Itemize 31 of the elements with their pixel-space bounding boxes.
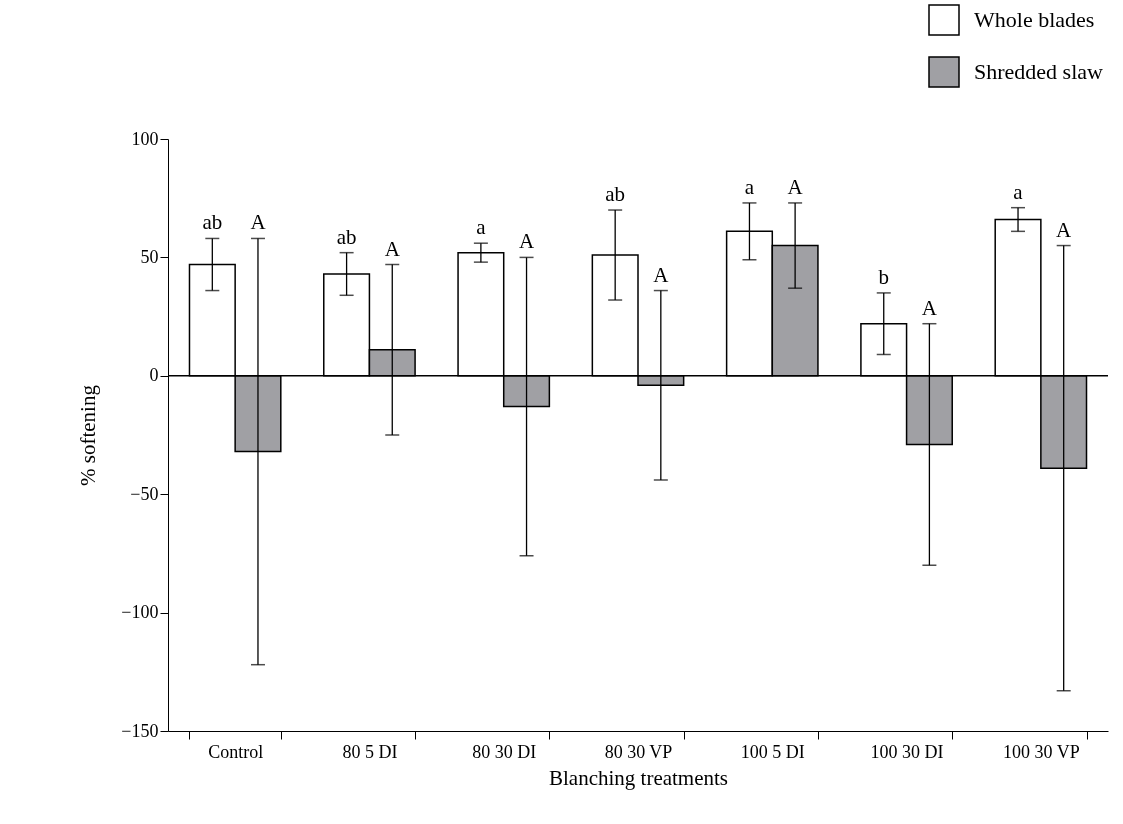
x-axis-title: Blanching treatments bbox=[548, 765, 729, 790]
annotation: b bbox=[878, 264, 889, 289]
x-tick-label: 80 30 VP bbox=[604, 741, 673, 762]
y-axis-title: % softening bbox=[76, 384, 101, 486]
annotation: A bbox=[653, 262, 670, 287]
annotation: A bbox=[384, 236, 401, 261]
x-tick-label: 100 30 VP bbox=[1003, 741, 1080, 762]
legend-label: Whole blades bbox=[974, 7, 1095, 32]
annotation: a bbox=[1013, 179, 1024, 204]
x-tick-label: 100 5 DI bbox=[740, 741, 805, 762]
y-tick-label: −100 bbox=[121, 602, 159, 623]
x-tick-label: Control bbox=[208, 741, 264, 762]
y-tick-label: 100 bbox=[131, 128, 159, 149]
x-tick-label: 100 30 DI bbox=[870, 741, 944, 762]
annotation: A bbox=[518, 229, 535, 254]
annotation: ab bbox=[202, 210, 223, 235]
annotation: A bbox=[787, 174, 804, 199]
y-tick-label: −150 bbox=[121, 720, 159, 741]
x-tick-label: 80 30 DI bbox=[472, 741, 537, 762]
annotation: A bbox=[1056, 217, 1073, 242]
annotation: a bbox=[476, 215, 487, 240]
y-tick-label: 0 bbox=[149, 365, 159, 386]
annotation: a bbox=[744, 174, 755, 199]
y-tick-label: −50 bbox=[130, 483, 159, 504]
annotation: ab bbox=[336, 224, 357, 249]
annotation: A bbox=[250, 210, 267, 235]
annotation: A bbox=[921, 295, 938, 320]
legend-label: Shredded slaw bbox=[974, 59, 1104, 84]
x-tick-label: 80 5 DI bbox=[342, 741, 398, 762]
annotation: ab bbox=[605, 182, 626, 207]
y-tick-label: 50 bbox=[140, 246, 159, 267]
